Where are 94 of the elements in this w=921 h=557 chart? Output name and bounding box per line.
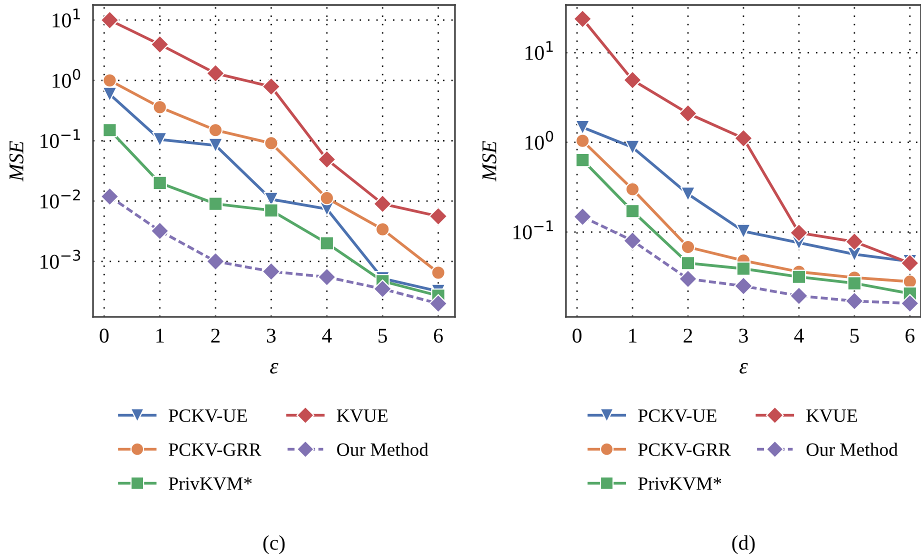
point <box>100 187 120 206</box>
point <box>900 254 920 273</box>
point <box>792 270 806 284</box>
x-tick-label: 0 <box>572 328 582 343</box>
point <box>680 256 696 270</box>
legend-label: KVUE <box>806 410 857 422</box>
point <box>575 120 590 135</box>
point <box>573 10 592 28</box>
point <box>428 206 448 226</box>
point <box>900 294 920 313</box>
point <box>790 223 808 242</box>
y-axis-title: MSE <box>9 141 24 182</box>
point <box>845 232 864 252</box>
point <box>573 207 592 226</box>
legend-label: KVUE <box>336 410 388 422</box>
x-tick-label: 2 <box>684 328 692 342</box>
legend-label: PCKV-GRR <box>168 443 262 456</box>
x-axis-title: ε <box>740 362 748 374</box>
point <box>575 152 590 168</box>
point <box>680 186 696 202</box>
point <box>100 10 120 30</box>
x-tick-label: 6 <box>906 328 914 343</box>
point <box>678 270 698 288</box>
point <box>625 140 640 155</box>
legend-label: Our Method <box>337 442 428 456</box>
point <box>208 122 223 138</box>
legend-label: PrivKVM* <box>638 477 722 490</box>
point <box>102 86 118 102</box>
y-tick-label: 10$^{0}$ <box>52 68 80 88</box>
point <box>375 222 390 236</box>
x-tick-label: 5 <box>850 328 859 343</box>
x-tick-label: 0 <box>100 328 109 343</box>
point <box>152 132 168 147</box>
x-tick-label: 1 <box>629 328 636 342</box>
point <box>150 222 170 240</box>
x-tick-label: 4 <box>794 328 804 342</box>
legend-label: PrivKVM* <box>168 477 252 490</box>
point <box>262 77 281 96</box>
point <box>102 122 117 138</box>
point <box>623 70 642 90</box>
point <box>625 182 640 196</box>
point <box>264 136 278 150</box>
point <box>102 73 117 88</box>
point <box>264 203 278 218</box>
y-tick-label: 10$^{1}$ <box>526 41 553 60</box>
point <box>373 280 392 298</box>
legend-label: PCKV-UE <box>168 409 247 422</box>
point <box>623 231 642 250</box>
point <box>734 276 753 296</box>
y-tick-label: 10$^{−3}$ <box>40 250 80 269</box>
y-tick-label: 10$^{0}$ <box>526 130 554 150</box>
point <box>431 266 446 280</box>
text: (d) <box>732 535 755 554</box>
x-tick-label: 4 <box>322 328 332 342</box>
y-tick-label: 10$^{1}$ <box>52 8 80 28</box>
point <box>625 204 640 218</box>
x-tick-label: 1 <box>156 328 164 342</box>
text: (c) <box>263 535 285 554</box>
y-tick-label: 10$^{−1}$ <box>514 220 553 240</box>
y-tick-label: 10$^{−2}$ <box>40 189 80 208</box>
y-tick-label: 10$^{−1}$ <box>40 129 80 148</box>
point <box>845 292 864 310</box>
point <box>206 252 225 271</box>
point <box>847 276 862 290</box>
point <box>736 262 751 276</box>
x-tick-label: 6 <box>434 328 443 343</box>
legend-label: PCKV-UE <box>638 409 716 422</box>
point <box>320 190 334 206</box>
x-tick-label: 3 <box>267 328 276 343</box>
point <box>152 100 167 114</box>
point <box>736 224 751 239</box>
point <box>318 150 336 169</box>
point <box>318 268 336 286</box>
y-axis-title: MSE <box>482 141 496 182</box>
x-tick-label: 2 <box>211 328 220 342</box>
point <box>575 134 590 148</box>
point <box>734 128 753 148</box>
point <box>678 104 698 123</box>
legend-label: PCKV-GRR <box>638 443 731 456</box>
point <box>320 236 334 250</box>
x-tick-label: 3 <box>739 328 748 343</box>
x-tick-label: 5 <box>378 328 387 343</box>
point <box>152 176 167 190</box>
point <box>373 194 392 214</box>
point <box>680 240 696 254</box>
point <box>150 35 170 54</box>
point <box>206 64 225 83</box>
point <box>790 286 808 306</box>
point <box>208 196 223 211</box>
point <box>262 262 281 281</box>
point <box>428 294 448 313</box>
x-axis-title: ε <box>270 362 278 374</box>
point <box>208 138 224 153</box>
legend-label: Our Method <box>806 442 898 456</box>
